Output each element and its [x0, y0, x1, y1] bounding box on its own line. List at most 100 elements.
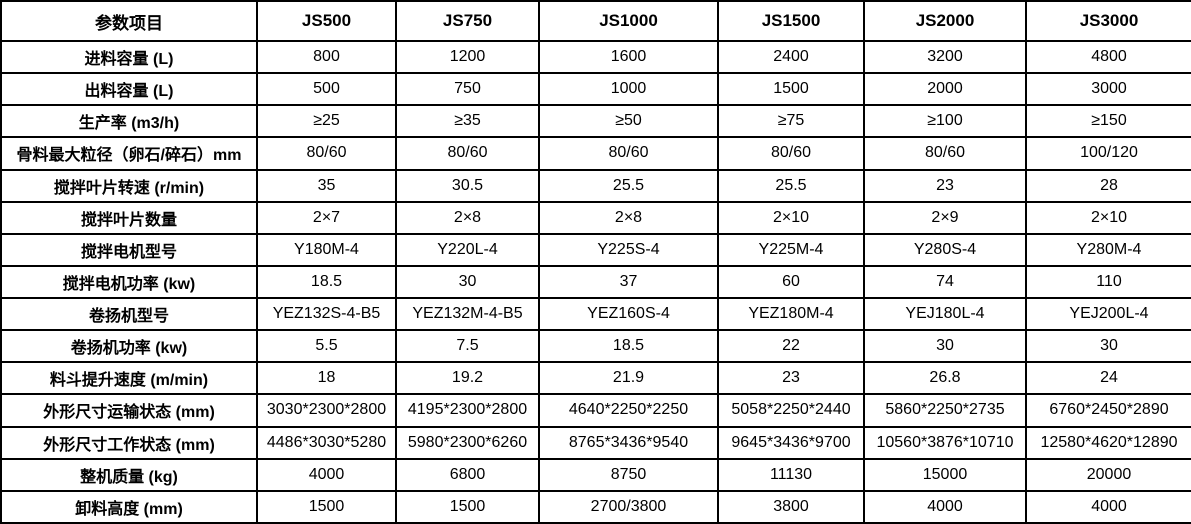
row-label: 整机质量 (kg) — [0, 457, 258, 492]
row-label: 卸料高度 (mm) — [0, 489, 258, 524]
table-cell: Y180M-4 — [256, 232, 397, 267]
table-cell: Y280M-4 — [1025, 232, 1191, 267]
table-cell: 2×10 — [717, 200, 865, 235]
table-cell: 18.5 — [538, 329, 719, 364]
table-cell: 5980*2300*6260 — [395, 425, 540, 460]
table-cell: 25.5 — [538, 168, 719, 203]
model-column-header: JS2000 — [863, 0, 1027, 42]
table-row: 外形尺寸工作状态 (mm) 4486*3030*5280 5980*2300*626… — [0, 425, 1191, 460]
table-cell: 80/60 — [717, 136, 865, 171]
table-cell: 3000 — [1025, 72, 1191, 107]
table-cell: 4800 — [1025, 39, 1191, 75]
row-label: 骨料最大粒径（卵石/碎石）mm — [0, 136, 258, 171]
row-label: 搅拌叶片数量 — [0, 200, 258, 235]
table-cell: 8765*3436*9540 — [538, 425, 719, 460]
model-column-header: JS500 — [256, 0, 397, 42]
table-row: 搅拌叶片转速 (r/min) 35 30.5 25.5 25.5 23 28 — [0, 168, 1191, 203]
table-cell: 80/60 — [863, 136, 1027, 171]
table-cell: 35 — [256, 168, 397, 203]
table-cell: 100/120 — [1025, 136, 1191, 171]
table-cell: 500 — [256, 72, 397, 107]
row-label: 外形尺寸工作状态 (mm) — [0, 425, 258, 460]
table-cell: 1500 — [395, 489, 540, 524]
table-row: 骨料最大粒径（卵石/碎石）mm 80/60 80/60 80/60 80/60 80/60… — [0, 136, 1191, 171]
table-cell: 1500 — [256, 489, 397, 524]
table-row: 出料容量 (L) 500 750 1000 1500 2000 3000 — [0, 72, 1191, 107]
table-row: 卷扬机型号 YEZ132S-4-B5 YEZ132M-4-B5 YEZ160S-4 YE… — [0, 296, 1191, 332]
table-cell: 80/60 — [538, 136, 719, 171]
table-cell: 6800 — [395, 457, 540, 492]
row-label: 料斗提升速度 (m/min) — [0, 361, 258, 396]
table-cell: 750 — [395, 72, 540, 107]
table-cell: 4640*2250*2250 — [538, 393, 719, 428]
table-cell: 2×8 — [395, 200, 540, 235]
table-cell: Y225M-4 — [717, 232, 865, 267]
table-cell: YEZ160S-4 — [538, 296, 719, 332]
model-column-header: JS1000 — [538, 0, 719, 42]
table-cell: 1200 — [395, 39, 540, 75]
table-row: 卸料高度 (mm) 1500 1500 2700/3800 3800 4000 4000 — [0, 489, 1191, 524]
table-cell: 30.5 — [395, 168, 540, 203]
table-cell: 74 — [863, 264, 1027, 300]
model-column-header: JS3000 — [1025, 0, 1191, 42]
row-label: 生产率 (m3/h) — [0, 104, 258, 139]
table-cell: 4000 — [863, 489, 1027, 524]
table-cell: 2000 — [863, 72, 1027, 107]
table-cell: 3030*2300*2800 — [256, 393, 397, 428]
table-cell: 3800 — [717, 489, 865, 524]
table-cell: ≥50 — [538, 104, 719, 139]
table-cell: 2×7 — [256, 200, 397, 235]
table-cell: 1000 — [538, 72, 719, 107]
table-cell: 25.5 — [717, 168, 865, 203]
table-cell: 20000 — [1025, 457, 1191, 492]
table-cell: 26.8 — [863, 361, 1027, 396]
table-cell: ≥25 — [256, 104, 397, 139]
table-row: 料斗提升速度 (m/min) 18 19.2 21.9 23 26.8 24 — [0, 361, 1191, 396]
table-cell: 5.5 — [256, 329, 397, 364]
table-cell: ≥150 — [1025, 104, 1191, 139]
table-cell: ≥75 — [717, 104, 865, 139]
table-cell: 1500 — [717, 72, 865, 107]
table-cell: 5058*2250*2440 — [717, 393, 865, 428]
row-label: 卷扬机功率 (kw) — [0, 329, 258, 364]
row-label: 搅拌叶片转速 (r/min) — [0, 168, 258, 203]
table-cell: 6760*2450*2890 — [1025, 393, 1191, 428]
table-cell: 21.9 — [538, 361, 719, 396]
model-column-header: JS1500 — [717, 0, 865, 42]
header-row: 参数项目 JS500 JS750 JS1000 JS1500 JS2000 JS3000 — [0, 0, 1191, 42]
table-cell: 1600 — [538, 39, 719, 75]
row-label: 外形尺寸运输状态 (mm) — [0, 393, 258, 428]
table-cell: 4195*2300*2800 — [395, 393, 540, 428]
table-cell: YEJ180L-4 — [863, 296, 1027, 332]
table-cell: 7.5 — [395, 329, 540, 364]
row-label: 搅拌电机功率 (kw) — [0, 264, 258, 300]
table-cell: 18.5 — [256, 264, 397, 300]
table-cell: 2×8 — [538, 200, 719, 235]
table-row: 搅拌电机功率 (kw) 18.5 30 37 60 74 110 — [0, 264, 1191, 300]
table-cell: YEZ180M-4 — [717, 296, 865, 332]
table-cell: 22 — [717, 329, 865, 364]
row-label: 出料容量 (L) — [0, 72, 258, 107]
table-cell: 9645*3436*9700 — [717, 425, 865, 460]
table-cell: 15000 — [863, 457, 1027, 492]
table-cell: 30 — [1025, 329, 1191, 364]
table-cell: 23 — [717, 361, 865, 396]
row-label: 卷扬机型号 — [0, 296, 258, 332]
table-cell: 2700/3800 — [538, 489, 719, 524]
table-cell: YEZ132S-4-B5 — [256, 296, 397, 332]
table-cell: 80/60 — [256, 136, 397, 171]
table-cell: 30 — [863, 329, 1027, 364]
table-row: 外形尺寸运输状态 (mm) 3030*2300*2800 4195*2300*280… — [0, 393, 1191, 428]
table-cell: 2×10 — [1025, 200, 1191, 235]
table-cell: 28 — [1025, 168, 1191, 203]
table-cell: 4486*3030*5280 — [256, 425, 397, 460]
table-cell: 4000 — [1025, 489, 1191, 524]
table-cell: 10560*3876*10710 — [863, 425, 1027, 460]
table-cell: 5860*2250*2735 — [863, 393, 1027, 428]
table-cell: 23 — [863, 168, 1027, 203]
model-column-header: JS750 — [395, 0, 540, 42]
table-cell: ≥35 — [395, 104, 540, 139]
table-cell: 80/60 — [395, 136, 540, 171]
